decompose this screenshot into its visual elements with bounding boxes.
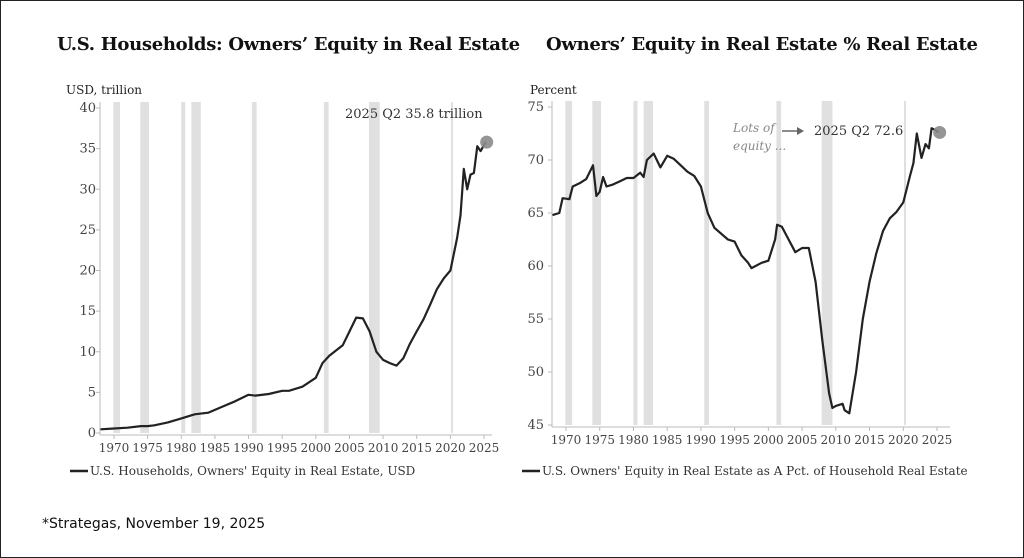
right-recession-band: [643, 101, 654, 425]
left-y-tick-label: 30: [79, 182, 96, 197]
left-latest-marker: [480, 135, 494, 149]
left-chart-title: U.S. Households: Owners’ Equity in Real …: [57, 34, 520, 55]
left-recession-band: [368, 102, 380, 433]
left-x-tick-label: 1975: [132, 441, 163, 455]
right-recession-band: [776, 101, 782, 425]
left-x-tick-label: 2000: [301, 441, 332, 455]
left-recession-band: [181, 102, 186, 433]
left-x-tick-label: 2025: [469, 441, 500, 455]
right-y-tick-label: 75: [527, 100, 544, 115]
right-x-tick-label: 2025: [922, 433, 953, 447]
left-recession-band: [251, 102, 257, 433]
right-y-tick-label: 45: [527, 418, 544, 433]
right-annotation: 2025 Q2 72.6: [814, 124, 903, 139]
right-recession-band: [633, 101, 638, 425]
right-y-tick-label: 50: [527, 365, 544, 380]
left-y-tick-label: 5: [88, 385, 96, 400]
left-x-tick-label: 1980: [166, 441, 197, 455]
right-x-tick-label: 1975: [584, 433, 615, 447]
right-y-tick-label: 55: [527, 312, 544, 327]
left-y-tick-label: 15: [79, 304, 96, 319]
left-y-axis-label: USD, trillion: [66, 83, 142, 97]
left-legend-label: U.S. Households, Owners' Equity in Real …: [90, 464, 415, 478]
left-x-tick-label: 1985: [200, 441, 231, 455]
right-legend-label: U.S. Owners' Equity in Real Estate as A …: [542, 464, 968, 478]
left-y-tick-label: 35: [79, 142, 96, 157]
left-x-tick-label: 1990: [233, 441, 264, 455]
right-x-tick-label: 1995: [719, 433, 750, 447]
left-y-tick-label: 0: [88, 426, 96, 441]
right-recession-band: [704, 101, 710, 425]
right-x-tick-label: 2000: [753, 433, 784, 447]
right-y-tick-label: 65: [527, 206, 544, 221]
left-x-tick-label: 1995: [267, 441, 298, 455]
right-x-tick-label: 1990: [686, 433, 717, 447]
source-footer: *Strategas, November 19, 2025: [42, 516, 266, 532]
left-recession-band: [140, 102, 149, 433]
left-x-tick-label: 1970: [99, 441, 130, 455]
right-recession-band: [565, 101, 573, 425]
note-line-1: Lots of: [732, 121, 777, 135]
left-recession-band: [113, 102, 121, 433]
left-y-tick-label: 25: [79, 223, 96, 238]
note-arrow-icon: [797, 127, 804, 135]
right-x-tick-label: 1970: [551, 433, 582, 447]
note-line-2: equity ...: [733, 139, 786, 153]
left-y-tick-label: 20: [79, 264, 96, 279]
right-series-line: [552, 127, 940, 415]
right-x-tick-label: 2005: [787, 433, 818, 447]
left-series-line: [100, 141, 487, 431]
right-recession-band: [592, 101, 602, 425]
right-chart-title: Owners’ Equity in Real Estate % Real Est…: [546, 34, 978, 55]
right-y-tick-label: 70: [527, 153, 544, 168]
left-x-tick-label: 2010: [368, 441, 399, 455]
right-recession-band: [903, 101, 906, 425]
left-annotation: 2025 Q2 35.8 trillion: [345, 107, 483, 122]
left-recession-band: [191, 102, 201, 433]
right-x-tick-label: 1985: [652, 433, 683, 447]
left-x-tick-label: 2020: [435, 441, 466, 455]
right-y-tick-label: 60: [527, 259, 544, 274]
left-y-tick-label: 40: [79, 101, 96, 116]
right-latest-marker: [933, 125, 947, 139]
right-x-tick-label: 1980: [618, 433, 649, 447]
left-x-tick-label: 2015: [401, 441, 432, 455]
right-x-tick-label: 2020: [888, 433, 919, 447]
right-x-tick-label: 2010: [821, 433, 852, 447]
right-y-axis-label: Percent: [530, 83, 577, 97]
left-y-tick-label: 10: [79, 345, 96, 360]
left-x-tick-label: 2005: [334, 441, 365, 455]
right-recession-band: [821, 101, 833, 425]
right-x-tick-label: 2015: [854, 433, 885, 447]
left-recession-band: [323, 102, 329, 433]
